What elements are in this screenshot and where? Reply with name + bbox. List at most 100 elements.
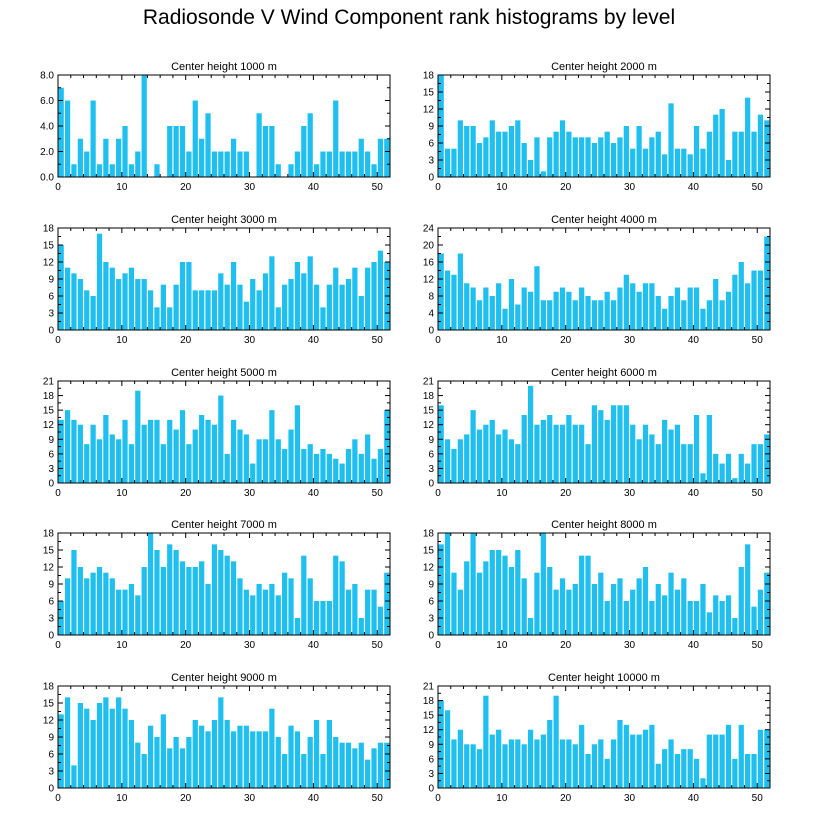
- bar: [757, 729, 764, 788]
- bar: [116, 279, 122, 330]
- bar: [451, 148, 457, 177]
- x-tick-label: 30: [244, 793, 256, 804]
- bar: [719, 300, 725, 330]
- bar: [725, 724, 732, 788]
- y-tick-label: 3: [428, 769, 434, 780]
- y-tick-label: 0: [428, 479, 434, 490]
- x-tick-label: 50: [752, 793, 764, 804]
- bar: [610, 584, 617, 635]
- bar: [77, 703, 83, 788]
- bar: [218, 151, 224, 177]
- bar: [668, 103, 674, 177]
- bar: [457, 253, 463, 330]
- x-tick-label: 30: [244, 640, 256, 651]
- bar: [553, 424, 559, 483]
- bar: [307, 444, 313, 483]
- bar: [218, 395, 224, 483]
- bar: [476, 429, 483, 483]
- bar: [307, 256, 313, 330]
- bar: [444, 148, 451, 177]
- bar: [371, 748, 377, 788]
- bar: [745, 754, 751, 788]
- bar: [610, 739, 617, 788]
- bar: [668, 739, 674, 788]
- bar: [211, 290, 218, 330]
- bar: [192, 567, 198, 635]
- bar: [502, 131, 508, 177]
- x-tick-label: 30: [624, 793, 636, 804]
- bar: [693, 758, 700, 788]
- bar: [64, 410, 71, 483]
- bar: [352, 267, 358, 330]
- bar: [457, 589, 463, 635]
- bar: [655, 763, 661, 788]
- bar: [116, 439, 122, 483]
- bar: [256, 290, 262, 330]
- bar: [288, 578, 294, 635]
- bar: [751, 270, 757, 330]
- y-tick-label: 24: [423, 224, 435, 235]
- bar: [496, 131, 502, 177]
- bar: [256, 584, 262, 635]
- bar: [154, 419, 160, 483]
- bar: [681, 444, 687, 483]
- y-tick-label: 18: [43, 391, 55, 402]
- bar: [96, 164, 103, 177]
- y-tick-label: 0: [48, 631, 54, 642]
- panel-title: Center height 4000 m: [551, 214, 657, 226]
- bar: [345, 279, 352, 330]
- bar: [301, 273, 307, 330]
- bar: [547, 137, 553, 177]
- bar: [738, 453, 744, 483]
- bar: [617, 287, 623, 330]
- bar: [764, 434, 770, 483]
- bar: [58, 87, 64, 177]
- y-tick-label: 4.0: [40, 122, 54, 133]
- bar: [738, 131, 744, 177]
- bar: [534, 137, 540, 177]
- bar: [457, 120, 463, 177]
- y-tick-label: 9: [48, 435, 54, 446]
- bar: [700, 308, 706, 330]
- bar: [444, 710, 451, 788]
- bar: [725, 291, 732, 330]
- bar: [738, 567, 744, 635]
- bar: [719, 109, 725, 177]
- bar: [591, 143, 598, 177]
- x-tick-label: 10: [496, 335, 508, 346]
- bar: [649, 283, 655, 330]
- bar: [371, 164, 377, 177]
- bar: [572, 584, 578, 635]
- bar: [333, 458, 339, 483]
- bar: [345, 742, 352, 788]
- bar: [84, 444, 90, 483]
- y-tick-label: 12: [423, 563, 435, 574]
- bar: [713, 595, 719, 635]
- bar: [358, 618, 364, 635]
- y-tick-label: 15: [43, 699, 55, 710]
- bar: [384, 572, 390, 635]
- bar: [211, 720, 218, 788]
- bar: [147, 290, 154, 330]
- bar: [719, 463, 725, 483]
- y-tick-label: 9: [428, 122, 434, 133]
- bar: [559, 120, 566, 177]
- bar: [243, 434, 249, 483]
- x-tick-label: 30: [624, 182, 636, 193]
- bar: [681, 148, 687, 177]
- bar: [687, 749, 693, 788]
- bar: [365, 151, 371, 177]
- bar: [693, 415, 700, 483]
- x-tick-label: 10: [496, 182, 508, 193]
- bar: [109, 708, 115, 788]
- bar: [451, 274, 457, 330]
- bar: [547, 300, 553, 330]
- bar: [642, 424, 649, 483]
- bar: [489, 734, 495, 788]
- x-tick-label: 40: [688, 335, 700, 346]
- bar: [377, 138, 384, 177]
- x-tick-label: 40: [688, 488, 700, 499]
- panel-6: Center height 6000 m 0 10 20 30 40 50 0 3 6 9 12 15 1…: [423, 367, 771, 499]
- bar: [58, 714, 64, 788]
